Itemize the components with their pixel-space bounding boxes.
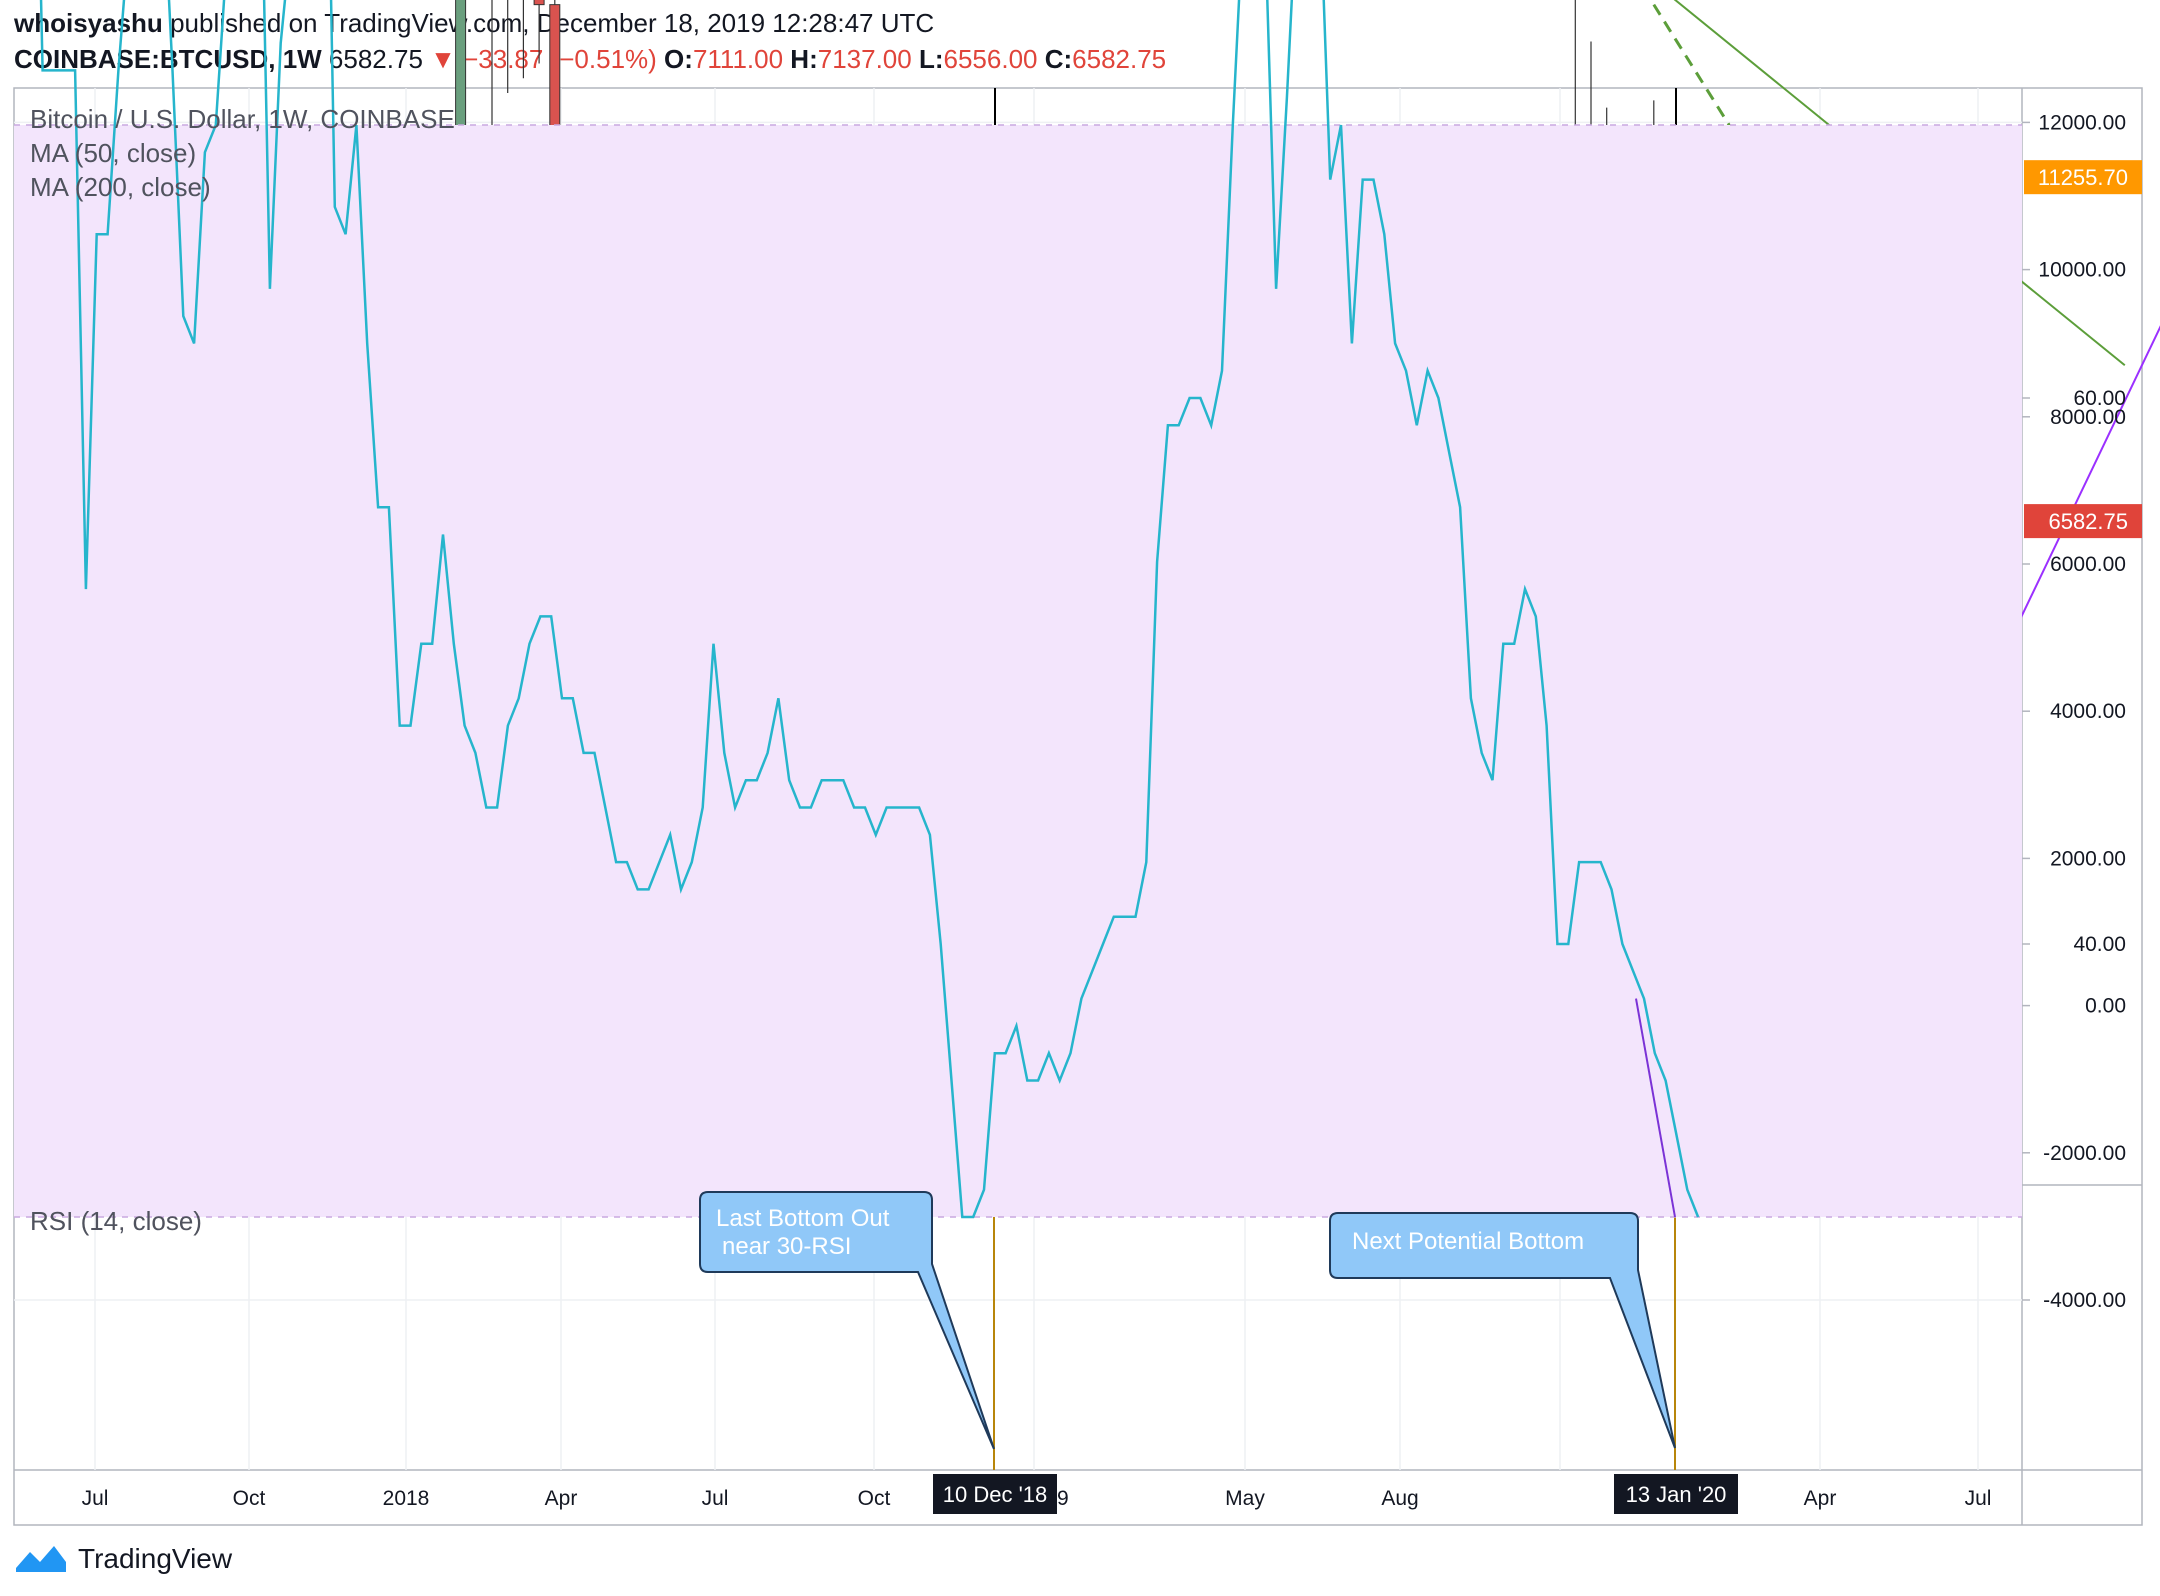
tradingview-logo-icon bbox=[16, 1546, 66, 1572]
ma50-legend: MA (50, close) bbox=[30, 138, 197, 168]
chart-title: Bitcoin / U.S. Dollar, 1W, COINBASE bbox=[30, 104, 455, 134]
close-value: 6582.75 bbox=[1072, 44, 1167, 74]
callout-last-bottom-text: Last Bottom Out bbox=[716, 1205, 890, 1232]
x-tick-label: 2018 bbox=[383, 1487, 430, 1510]
date-label-text: 13 Jan '20 bbox=[1626, 1482, 1727, 1507]
rsi-tick-label: 40.00 bbox=[2073, 933, 2126, 956]
x-tick-label-partial: 9 bbox=[1057, 1487, 1069, 1510]
callout-last-bottom-text2: near 30-RSI bbox=[722, 1233, 851, 1260]
x-tick-label: Apr bbox=[1804, 1487, 1837, 1510]
date-label-box bbox=[1614, 1474, 1738, 1514]
y-tick-label: 8000.00 bbox=[2050, 406, 2126, 429]
y-tick-label: 2000.00 bbox=[2050, 847, 2126, 870]
down-arrow-icon: ▼ bbox=[430, 44, 456, 74]
y-tick-label: -4000.00 bbox=[2043, 1289, 2126, 1312]
high-value: 7137.00 bbox=[817, 44, 912, 74]
x-tick-label: May bbox=[1225, 1487, 1265, 1510]
tradingview-footer[interactable]: TradingView bbox=[14, 1542, 232, 1576]
price-label-text: 6582.75 bbox=[2048, 509, 2128, 534]
y-tick-label: 6000.00 bbox=[2050, 553, 2126, 576]
y-tick-label: 10000.00 bbox=[2038, 259, 2126, 282]
author-name: whoisyashu bbox=[14, 8, 163, 38]
ma200-legend: MA (200, close) bbox=[30, 172, 211, 202]
callout-next-bottom-text: Next Potential Bottom bbox=[1352, 1228, 1584, 1255]
x-tick-label: Jul bbox=[82, 1487, 109, 1510]
x-tick-label: Apr bbox=[545, 1487, 578, 1510]
last-price: 6582.75 bbox=[328, 44, 423, 74]
callout-last-bottom bbox=[699, 1191, 995, 1450]
y-tick-label: 4000.00 bbox=[2050, 700, 2126, 723]
timeframe: 1W bbox=[282, 44, 322, 74]
price-label-text: 11255.70 bbox=[2038, 165, 2128, 190]
rsi-legend: RSI (14, close) bbox=[30, 1206, 202, 1236]
x-tick-label: Jul bbox=[702, 1487, 729, 1510]
open-value: 7111.00 bbox=[692, 44, 784, 74]
x-tick-label: Aug bbox=[1381, 1487, 1418, 1510]
rsi-projection-line bbox=[1635, 998, 1676, 1218]
rsi-band bbox=[14, 125, 2022, 1217]
candle-body bbox=[455, 0, 467, 138]
price-label-box bbox=[2024, 160, 2142, 195]
y-tick-label: 12000.00 bbox=[2038, 111, 2126, 134]
date-label-text: 10 Dec '18 bbox=[943, 1482, 1048, 1507]
y-tick-label: 0.00 bbox=[2085, 995, 2126, 1018]
candle-body bbox=[533, 0, 545, 6]
brand-name: TradingView bbox=[78, 1543, 233, 1574]
x-tick-label: Oct bbox=[233, 1487, 266, 1510]
y-tick-label: -2000.00 bbox=[2043, 1142, 2126, 1165]
rsi-tick-label: 60.00 bbox=[2073, 387, 2126, 410]
symbol-name: COINBASE:BTCUSD bbox=[14, 44, 269, 74]
low-value: 6556.00 bbox=[943, 44, 1038, 74]
x-tick-label: Jul bbox=[1965, 1487, 1992, 1510]
date-label-box bbox=[933, 1474, 1057, 1514]
price-label-box bbox=[2024, 504, 2142, 539]
axes: JulOct2018AprJulOctMayAugAprJul924000.00… bbox=[82, 111, 2142, 1514]
rsi-line bbox=[39, 0, 1700, 1219]
x-tick-label: Oct bbox=[858, 1487, 891, 1510]
callout-next-bottom bbox=[1329, 1212, 1676, 1449]
symbol-quote: COINBASE:BTCUSD, 1W 6582.75 ▼ −33.87 (−0… bbox=[14, 44, 1167, 74]
